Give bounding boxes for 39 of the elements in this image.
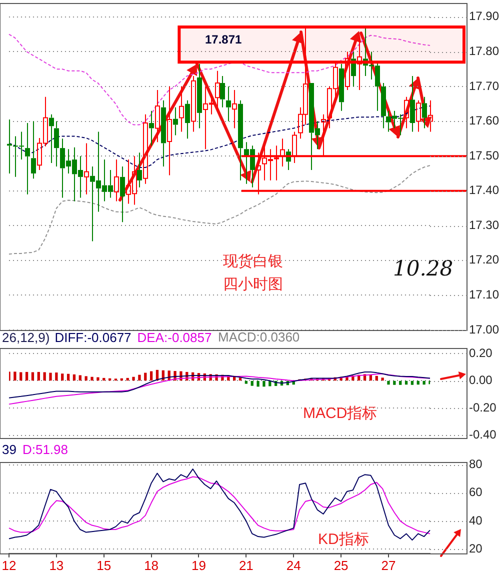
text: DIFF:-0.0677 (54, 330, 132, 345)
text: 39 (2, 442, 16, 457)
annotation: 10.28 (393, 256, 454, 280)
annotation: KD指标 (318, 531, 369, 548)
y-tick-label: 0.20 (469, 346, 493, 360)
y-tick-label: 80 (469, 457, 483, 472)
x-tick-label: 12 (2, 558, 16, 573)
annotation: MACD指标 (303, 405, 378, 422)
legend-title: 26,12,9) (2, 330, 50, 345)
y-tick-label: 17.90 (469, 9, 500, 24)
x-tick-label: 19 (192, 558, 206, 573)
y-tick-label: 17.70 (469, 78, 500, 93)
annotation: 现货白银 (223, 253, 283, 270)
x-tick-label: 24 (286, 558, 301, 573)
y-tick-label: 20 (469, 541, 483, 556)
y-tick-label: 17.30 (469, 218, 500, 232)
text: DEA:-0.0857 (137, 330, 212, 345)
y-tick-label: 17.50 (469, 148, 500, 162)
y-tick-label: 17.40 (469, 183, 500, 198)
x-tick-label: 13 (49, 558, 64, 573)
annotation: 四小时图 (223, 276, 283, 294)
y-tick-label: 17.60 (469, 114, 500, 128)
annotation: MACD:0.0360 (218, 330, 300, 345)
y-tick-label: 17.00 (469, 322, 500, 336)
y-tick-label: 60 (469, 485, 483, 500)
x-tick-label: 25 (334, 558, 348, 573)
y-tick-label: 17.80 (469, 44, 500, 58)
x-tick-label: 18 (144, 558, 159, 573)
x-tick-label: 21 (238, 558, 254, 573)
y-tick-label: 17.10 (469, 288, 500, 302)
y-tick-label: 17.20 (469, 252, 500, 267)
y-tick-label: 0.00 (469, 373, 493, 388)
text: D:51.98 (22, 442, 68, 457)
x-tick-label: 27 (381, 558, 396, 573)
annotation: 17.871 (205, 32, 242, 46)
x-tick-label: 15 (96, 558, 112, 573)
y-tick-label: -0.40 (469, 428, 497, 442)
y-tick-label: 40 (469, 513, 483, 528)
y-tick-label: -0.20 (469, 400, 497, 414)
